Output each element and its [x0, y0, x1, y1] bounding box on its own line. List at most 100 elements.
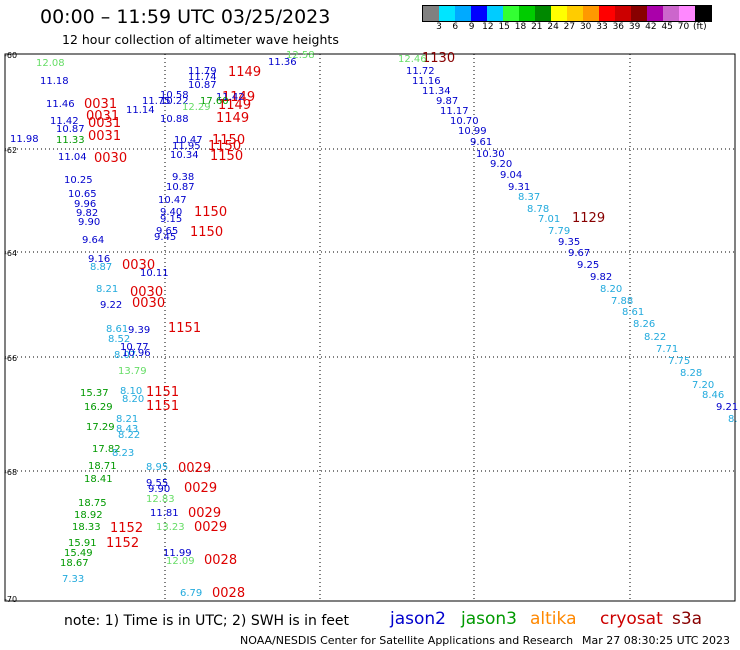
- legend-swatch: [551, 6, 567, 21]
- swh-value: 10.65: [68, 189, 97, 200]
- swh-value: 12.29: [182, 102, 211, 113]
- swh-value: 9.87: [436, 96, 458, 107]
- pass-time-label: 1149: [216, 111, 249, 126]
- swh-value: 12.46: [398, 54, 427, 65]
- pass-time-label: 0029: [188, 506, 221, 521]
- swh-value: 11.42: [216, 92, 245, 103]
- legend-swatch: [439, 6, 455, 21]
- swh-value: 10.87: [188, 80, 217, 91]
- swh-value: 10.25: [64, 175, 93, 186]
- swh-value: 17.60: [200, 96, 229, 107]
- swh-value: 10.47: [158, 195, 187, 206]
- legend-label: 42: [645, 22, 657, 32]
- pass-time-label: 1150: [194, 205, 227, 220]
- legend-swatch: [599, 6, 615, 21]
- swh-value: 7.79: [548, 226, 570, 237]
- pass-time-label: 0031: [84, 97, 117, 112]
- swh-value: 9.65: [156, 226, 178, 237]
- swh-value: 8.21: [96, 284, 118, 295]
- pass-time-label: 0029: [194, 520, 227, 535]
- sat-label-altika: altika: [530, 609, 577, 629]
- swh-value: 9.82: [76, 208, 98, 219]
- pass-time-label: 1150: [190, 225, 223, 240]
- swh-value: 11.81: [150, 508, 179, 519]
- swh-value: 11.34: [422, 86, 451, 97]
- swh-value: 8.43: [116, 424, 138, 435]
- swh-value: 11.99: [163, 548, 192, 559]
- swh-value: 9.90: [78, 217, 100, 228]
- legend-label: 24: [547, 22, 559, 32]
- swh-value: 8.37: [518, 192, 540, 203]
- footer-timestamp: Mar 27 08:30:25 UTC 2023: [582, 634, 730, 647]
- legend-label: 36: [612, 22, 625, 32]
- swh-value: 9.39: [128, 325, 150, 336]
- swh-value: 8.07: [114, 350, 136, 361]
- swh-value: 11.33: [56, 135, 85, 146]
- swh-value: 11.16: [412, 76, 441, 87]
- pass-time-label: 1150: [210, 149, 243, 164]
- legend-swatch: [503, 6, 519, 21]
- lat-label: -66: [4, 354, 17, 363]
- swh-value: 7.33: [62, 574, 84, 585]
- swh-value: 8.20: [122, 394, 144, 405]
- legend-swatch: [679, 6, 695, 21]
- lat-label: -68: [4, 468, 17, 477]
- legend-label: 6: [452, 22, 459, 32]
- pass-time-label: 1149: [222, 90, 255, 105]
- swh-value: 9.38: [172, 172, 194, 183]
- swh-value: 8.22: [644, 332, 666, 343]
- lat-label: -60: [4, 51, 17, 60]
- swh-value: 9.21: [716, 402, 738, 413]
- pass-time-label: 1130: [422, 51, 455, 66]
- legend-label: 70: [677, 22, 690, 32]
- swh-value: 9.16: [88, 254, 110, 265]
- legend-swatch: [519, 6, 535, 21]
- swh-value: 8.: [728, 414, 738, 425]
- swh-value: 10.88: [160, 114, 189, 125]
- lat-label: -70: [4, 595, 17, 604]
- sat-label-cryosat: cryosat: [600, 609, 663, 629]
- swh-value: 10.87: [166, 182, 195, 193]
- swh-value: 18.92: [74, 510, 103, 521]
- color-scale-legend: [422, 5, 712, 22]
- legend-label: 33: [596, 22, 608, 32]
- swh-value: 9.61: [470, 137, 492, 148]
- swh-value: 9.90: [148, 484, 170, 495]
- pass-time-label: 0030: [130, 285, 163, 300]
- swh-value: 10.34: [170, 150, 199, 161]
- swh-value: 8.52: [108, 334, 130, 345]
- swh-value: 18.75: [78, 498, 107, 509]
- swh-value: 7.01: [538, 214, 560, 225]
- swh-value: 11.17: [440, 106, 469, 117]
- swh-value: 9.82: [590, 272, 612, 283]
- swh-value: 11.75: [142, 96, 171, 107]
- swh-value: 9.55: [146, 478, 168, 489]
- swh-value: 9.25: [577, 260, 599, 271]
- swh-value: 8.23: [112, 448, 134, 459]
- sat-label-s3a: s3a: [672, 609, 703, 629]
- pass-time-label: 0031: [86, 109, 119, 124]
- pass-time-label: 0028: [204, 553, 237, 568]
- swh-value: 9.35: [558, 237, 580, 248]
- swh-value: 9.45: [154, 232, 176, 243]
- swh-value: 8.61: [622, 307, 644, 318]
- legend-swatch: [487, 6, 503, 21]
- legend-swatch: [663, 6, 679, 21]
- swh-value: 8.10: [120, 386, 142, 397]
- swh-value: 12.58: [286, 50, 315, 61]
- swh-value: 8.21: [116, 414, 138, 425]
- legend-swatch: [631, 6, 647, 21]
- legend-label: 3: [436, 22, 442, 32]
- legend-swatch: [583, 6, 599, 21]
- swh-value: 10.22: [160, 96, 189, 107]
- swh-value: 10.11: [140, 268, 169, 279]
- swh-value: 13.23: [156, 522, 185, 533]
- swh-value: 16.29: [84, 402, 113, 413]
- legend-swatch: [423, 6, 439, 21]
- legend-label: 45: [661, 22, 673, 32]
- pass-time-label: 1152: [110, 521, 143, 536]
- swh-value: 9.67: [568, 248, 590, 259]
- swh-value: 11.14: [126, 105, 155, 116]
- swh-value: 9.15: [160, 214, 182, 225]
- swh-value: 12.08: [36, 58, 65, 69]
